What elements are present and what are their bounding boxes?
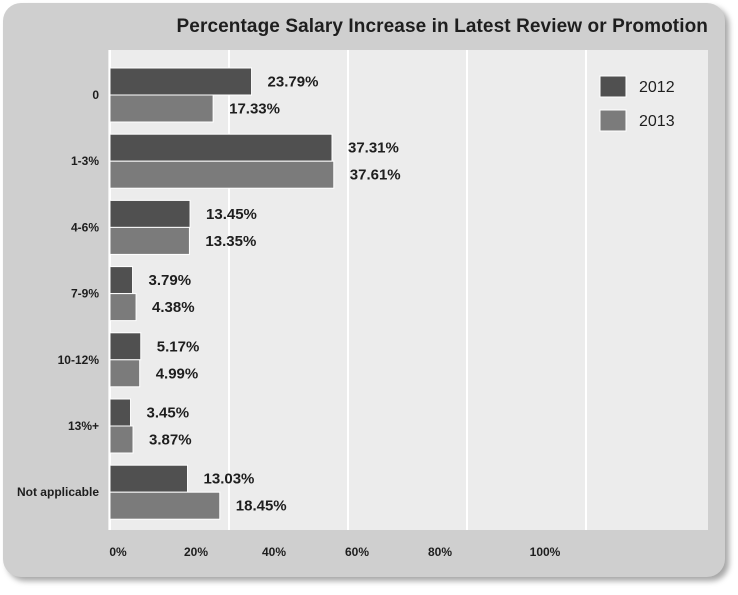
value-label: 3.45% [147,405,190,422]
value-label: 4.38% [152,299,195,316]
bar-2012 [109,398,132,427]
chart-title: Percentage Salary Increase in Latest Rev… [176,16,708,37]
value-label: 13.35% [205,233,256,250]
value-label: 37.31% [348,140,399,157]
x-tick-label: 20% [184,545,208,559]
value-label: 13.45% [206,206,257,223]
value-label: 3.87% [149,432,192,449]
bar-2013 [109,491,221,520]
value-label: 4.99% [156,365,199,382]
category-label: 1-3% [71,154,99,168]
legend-label: 2013 [639,113,675,130]
x-tick-label: 0% [109,545,127,559]
x-tick-label: 80% [428,545,452,559]
bar-2013 [109,94,214,123]
bar-2013 [109,226,190,255]
category-label: 13%+ [68,419,99,433]
value-label: 3.79% [149,272,192,289]
bar-2012 [109,266,134,295]
x-tick-label: 100% [530,545,561,559]
legend-swatch-2012 [599,75,627,98]
category-label: 10-12% [58,353,100,367]
bar-2012 [109,332,142,361]
bar-2012 [109,464,189,493]
legend-label: 2012 [639,79,675,96]
bar-2013 [109,425,134,454]
category-label: Not applicable [17,485,99,499]
x-tick-label: 60% [345,545,369,559]
bar-2013 [109,359,141,388]
value-label: 17.33% [229,101,280,118]
bar-2012 [109,67,253,96]
bar-2013 [109,160,335,189]
value-label: 13.03% [204,471,255,488]
x-tick-label: 40% [262,545,286,559]
bar-2012 [109,199,191,228]
category-label: 7-9% [71,287,99,301]
value-label: 23.79% [268,74,319,91]
legend-swatch-2013 [599,109,627,132]
category-label: 0 [92,88,99,102]
value-label: 5.17% [157,338,200,355]
value-label: 18.45% [236,498,287,515]
category-label: 4-6% [71,220,99,234]
bar-2012 [109,133,333,162]
bar-2013 [109,293,137,322]
value-label: 37.61% [350,167,401,184]
